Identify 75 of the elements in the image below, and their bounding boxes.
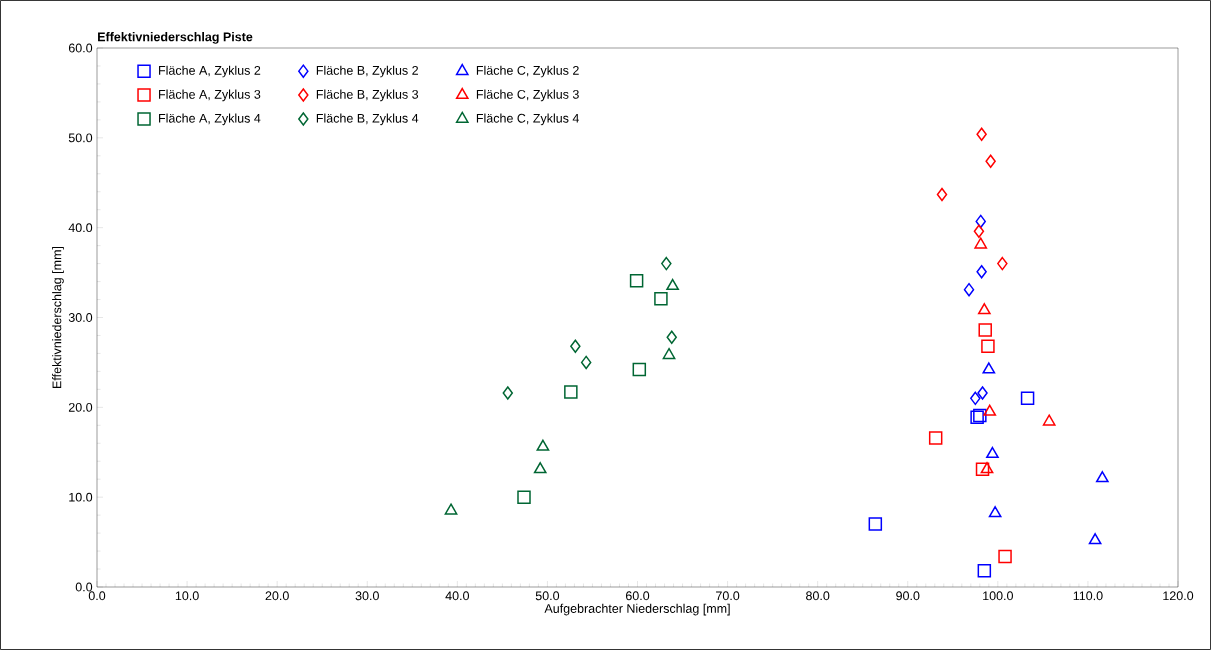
point (661, 256, 672, 271)
point (985, 154, 996, 168)
point (580, 355, 592, 370)
legend-label: Fläche A, Zyklus 4 (159, 113, 261, 126)
point (976, 127, 987, 141)
point (977, 303, 991, 315)
point (1042, 414, 1056, 426)
point (928, 431, 943, 445)
point (980, 462, 994, 474)
point (632, 362, 647, 377)
point (981, 339, 995, 353)
x-tick-label: 120.0 (1163, 591, 1194, 601)
point (976, 264, 987, 279)
y-tick-label: 50.0 (68, 133, 93, 143)
legend-label: Fläche B, Zyklus 2 (316, 65, 418, 78)
x-tick-label: 110.0 (1073, 591, 1103, 601)
point (974, 237, 988, 249)
point (936, 187, 948, 202)
legend-label: Fläche B, Zyklus 3 (316, 89, 419, 102)
point (629, 273, 644, 288)
point (978, 323, 992, 337)
y-tick-label: 0.0 (75, 582, 93, 592)
point (988, 506, 1002, 518)
y-tick-label: 40.0 (68, 223, 93, 233)
x-axis-title: Aufgebrachter Niederschlag [mm] (544, 603, 730, 616)
point (662, 347, 676, 360)
point (975, 214, 986, 229)
x-tick-label: 40.0 (445, 591, 470, 601)
x-tick-label: 30.0 (355, 591, 379, 601)
point (977, 386, 988, 400)
point (1088, 533, 1102, 545)
point (997, 256, 1008, 271)
point (444, 503, 458, 515)
point (998, 549, 1012, 564)
point (654, 291, 668, 306)
point (973, 224, 985, 239)
point (570, 339, 581, 353)
point (868, 517, 883, 531)
legend-label: Fläche C, Zyklus 3 (476, 89, 579, 102)
point (502, 386, 514, 400)
x-tick-label: 90.0 (896, 591, 920, 601)
point (983, 404, 997, 416)
x-tick-label: 10.0 (175, 591, 199, 601)
point (1095, 471, 1109, 483)
y-tick-label: 10.0 (69, 492, 93, 502)
point (536, 439, 550, 451)
point (666, 330, 677, 345)
point (517, 490, 531, 504)
point (982, 362, 996, 374)
legend-label: Fläche B, Zyklus 4 (316, 113, 419, 126)
legend-label: Fläche A, Zyklus 2 (159, 65, 261, 78)
point (975, 462, 990, 477)
point (986, 446, 999, 459)
point (963, 282, 975, 297)
y-tick-label: 20.0 (68, 402, 93, 412)
x-tick-label: 20.0 (265, 591, 289, 601)
y-tick-label: 30.0 (68, 313, 93, 322)
point (564, 385, 578, 399)
point (666, 278, 680, 291)
x-tick-label: 50.0 (535, 591, 560, 601)
x-tick-label: 80.0 (806, 591, 830, 601)
y-tick-label: 60.0 (68, 43, 93, 53)
x-tick-label: 100.0 (983, 591, 1013, 601)
legend-label: Fläche A, Zyklus 3 (159, 89, 261, 102)
point (1020, 391, 1035, 406)
point (533, 462, 547, 474)
x-tick-label: 60.0 (625, 591, 650, 601)
chart-title: Effektivniederschlag Piste (98, 32, 253, 44)
y-axis-title: Effektivniederschlag [mm] (52, 246, 64, 388)
point (970, 391, 981, 406)
legend-label: Fläche C, Zyklus 4 (476, 113, 579, 126)
x-tick-label: 0.0 (88, 591, 106, 601)
x-tick-label: 70.0 (716, 591, 740, 601)
point (977, 564, 992, 578)
legend-label: Fläche C, Zyklus 2 (476, 65, 579, 78)
